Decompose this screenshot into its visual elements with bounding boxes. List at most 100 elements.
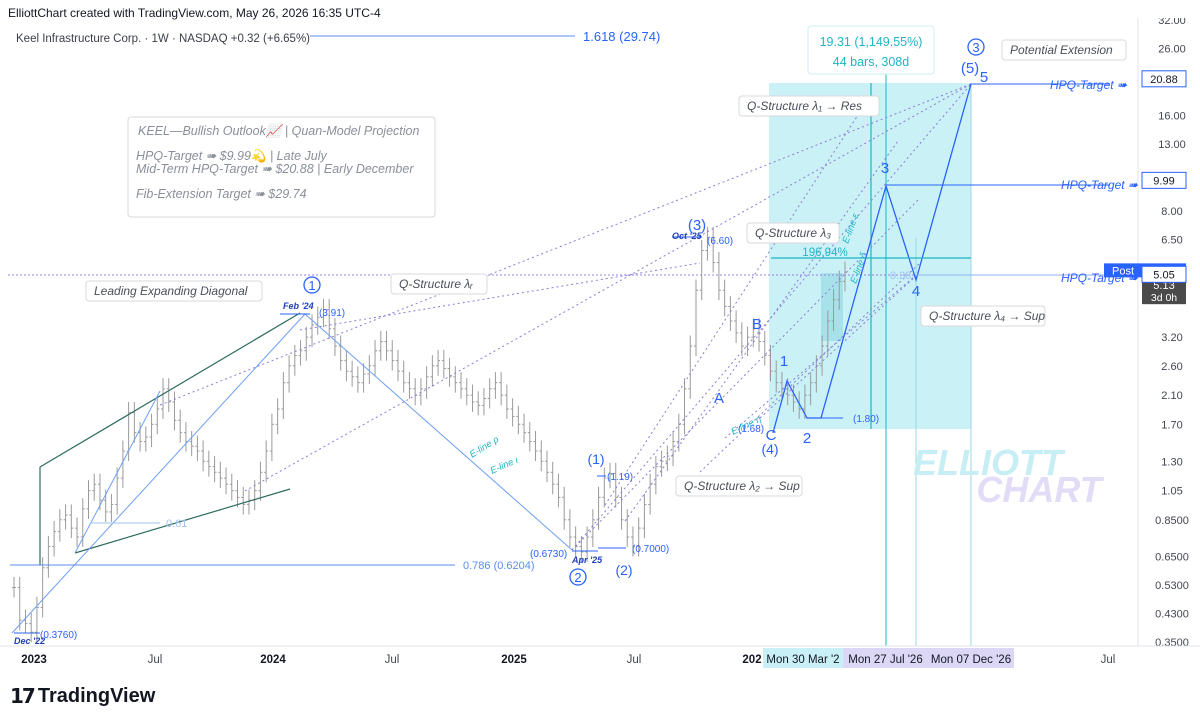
candle bbox=[143, 426, 148, 452]
tradingview-logo[interactable]: 17 TradingView bbox=[10, 684, 155, 708]
candle bbox=[762, 330, 767, 366]
candle bbox=[80, 498, 85, 548]
info-box-line: Fib-Extension Target ➠ $29.74 bbox=[136, 187, 307, 201]
candle bbox=[23, 609, 28, 634]
candle bbox=[768, 344, 773, 382]
candle bbox=[57, 509, 62, 542]
wave-label-1: 1 bbox=[780, 353, 788, 370]
candle bbox=[378, 330, 383, 361]
info-box-line: KEEL—Bullish Outlook📈 | Quan-Model Proje… bbox=[138, 123, 419, 138]
candle bbox=[321, 298, 326, 328]
price-axis-tick: 3.20 bbox=[1161, 332, 1182, 344]
price-tag-text: 5.05 bbox=[1153, 269, 1174, 281]
q-structure-dotted-line bbox=[299, 262, 701, 331]
candle bbox=[831, 289, 836, 331]
wave-label-2-paren: (2) bbox=[615, 562, 632, 578]
candle bbox=[544, 450, 549, 483]
candle bbox=[688, 335, 693, 399]
candle bbox=[447, 357, 452, 387]
date-label-oct25: Oct '25 bbox=[672, 231, 703, 241]
time-highlight-chip[interactable]: Mon 07 Dec '26 bbox=[928, 648, 1014, 668]
wave-label-5-paren: (5) bbox=[961, 60, 979, 77]
candle bbox=[287, 355, 292, 393]
candle bbox=[837, 270, 842, 310]
post-tag-text: Post bbox=[1112, 265, 1134, 277]
time-chip-text: Mon 27 Jul '26 bbox=[848, 654, 922, 666]
candle bbox=[229, 473, 234, 501]
candle bbox=[453, 366, 458, 393]
candle bbox=[189, 430, 194, 457]
info-box: KEEL—Bullish Outlook📈 | Quan-Model Proje… bbox=[127, 116, 436, 218]
tradingview-logo-icon: 17 bbox=[10, 684, 36, 708]
wave-label-3-paren: (3) bbox=[688, 217, 706, 234]
time-chip-box bbox=[763, 648, 843, 668]
info-box-line: HPQ-Target ➠ $9.99💫 | Late July bbox=[136, 148, 327, 164]
measure-box: 19.31 (1,149.55%) 44 bars, 308d bbox=[807, 25, 935, 75]
candle bbox=[166, 378, 171, 412]
price-label-0376: (0.3760) bbox=[40, 630, 77, 641]
price-tag-text: 20.88 bbox=[1150, 74, 1178, 86]
hpq-target-label-20: HPQ-Target ➠ bbox=[1050, 78, 1128, 92]
fib-0786-label: 0.786 (0.6204) bbox=[463, 560, 535, 572]
price-label-168: (1.68) bbox=[738, 424, 764, 435]
price-label-0673: (0.6730) bbox=[530, 549, 567, 560]
time-highlight-chip[interactable]: Mon 30 Mar '2 bbox=[763, 648, 843, 668]
price-axis-tick: 1.70 bbox=[1161, 419, 1182, 431]
candle bbox=[567, 509, 572, 548]
price-tag-box bbox=[1141, 171, 1187, 189]
projection-inner-zone bbox=[821, 273, 843, 341]
candle bbox=[63, 504, 68, 530]
candle bbox=[676, 413, 681, 452]
measure-box-frame bbox=[807, 25, 935, 75]
watermark-chart: CHART bbox=[976, 469, 1104, 510]
circle-wave-3-ring bbox=[967, 38, 985, 56]
candle bbox=[556, 473, 561, 508]
candle bbox=[69, 504, 74, 539]
price-tag-box bbox=[1141, 70, 1187, 88]
fib-061-label: 0.61 bbox=[166, 518, 187, 530]
time-axis-tick: 202 bbox=[742, 654, 761, 666]
candle bbox=[361, 363, 366, 393]
candle bbox=[327, 298, 332, 339]
candle bbox=[493, 372, 498, 399]
candle bbox=[178, 409, 183, 443]
candle bbox=[757, 318, 762, 352]
candle bbox=[522, 413, 527, 443]
circle-wave-3-text: 3 bbox=[972, 40, 979, 55]
circle-wave-2-text: 2 bbox=[574, 570, 581, 585]
post-tag-box bbox=[1104, 263, 1142, 278]
candle bbox=[206, 450, 211, 477]
candle bbox=[533, 430, 538, 462]
candle bbox=[659, 450, 664, 477]
candle bbox=[728, 295, 733, 331]
candle bbox=[395, 349, 400, 382]
candle bbox=[487, 378, 492, 409]
candle bbox=[550, 461, 555, 495]
candle bbox=[653, 456, 658, 495]
candle bbox=[34, 596, 39, 643]
candle bbox=[430, 355, 435, 387]
q-structure-r-label-frame bbox=[390, 273, 488, 295]
measure-line: 44 bars, 308d bbox=[833, 55, 909, 69]
wave-label-5: 5 bbox=[980, 69, 988, 86]
price-axis-tick: 2.10 bbox=[1161, 390, 1182, 402]
leading-diagonal-label-text: Leading Expanding Diagonal bbox=[94, 284, 248, 298]
potential-extension-label: Potential Extension bbox=[1001, 39, 1127, 61]
price-tag-text: 9.99 bbox=[1153, 175, 1174, 187]
candles bbox=[12, 226, 847, 643]
eline-iota: E-line ι bbox=[489, 455, 520, 477]
candle bbox=[298, 340, 303, 366]
diagonal-upper-line bbox=[39, 312, 301, 468]
price-axis-tick: 0.3500 bbox=[1155, 637, 1189, 649]
info-box-line: Mid-Term HPQ-Target ➠ $20.88 | Early Dec… bbox=[136, 162, 414, 176]
candle bbox=[499, 372, 504, 406]
time-highlight-chip[interactable]: Mon 27 Jul '26 bbox=[843, 648, 928, 668]
time-chip-box bbox=[843, 648, 928, 668]
candle bbox=[504, 384, 509, 419]
candle bbox=[241, 486, 246, 515]
candle bbox=[92, 473, 97, 501]
candle bbox=[338, 335, 343, 371]
candle bbox=[172, 391, 177, 431]
candle bbox=[711, 226, 716, 273]
